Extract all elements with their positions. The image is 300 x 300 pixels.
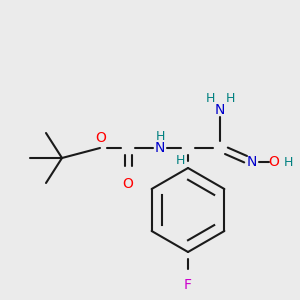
Text: H: H xyxy=(283,155,293,169)
Text: O: O xyxy=(96,131,106,145)
Text: N: N xyxy=(247,155,257,169)
Text: H: H xyxy=(225,92,235,106)
Text: N: N xyxy=(155,141,165,155)
Text: O: O xyxy=(268,155,279,169)
Text: O: O xyxy=(123,177,134,191)
Text: F: F xyxy=(184,278,192,292)
Text: N: N xyxy=(215,103,225,117)
Text: H: H xyxy=(175,154,185,166)
Text: H: H xyxy=(155,130,165,143)
Text: H: H xyxy=(205,92,215,106)
